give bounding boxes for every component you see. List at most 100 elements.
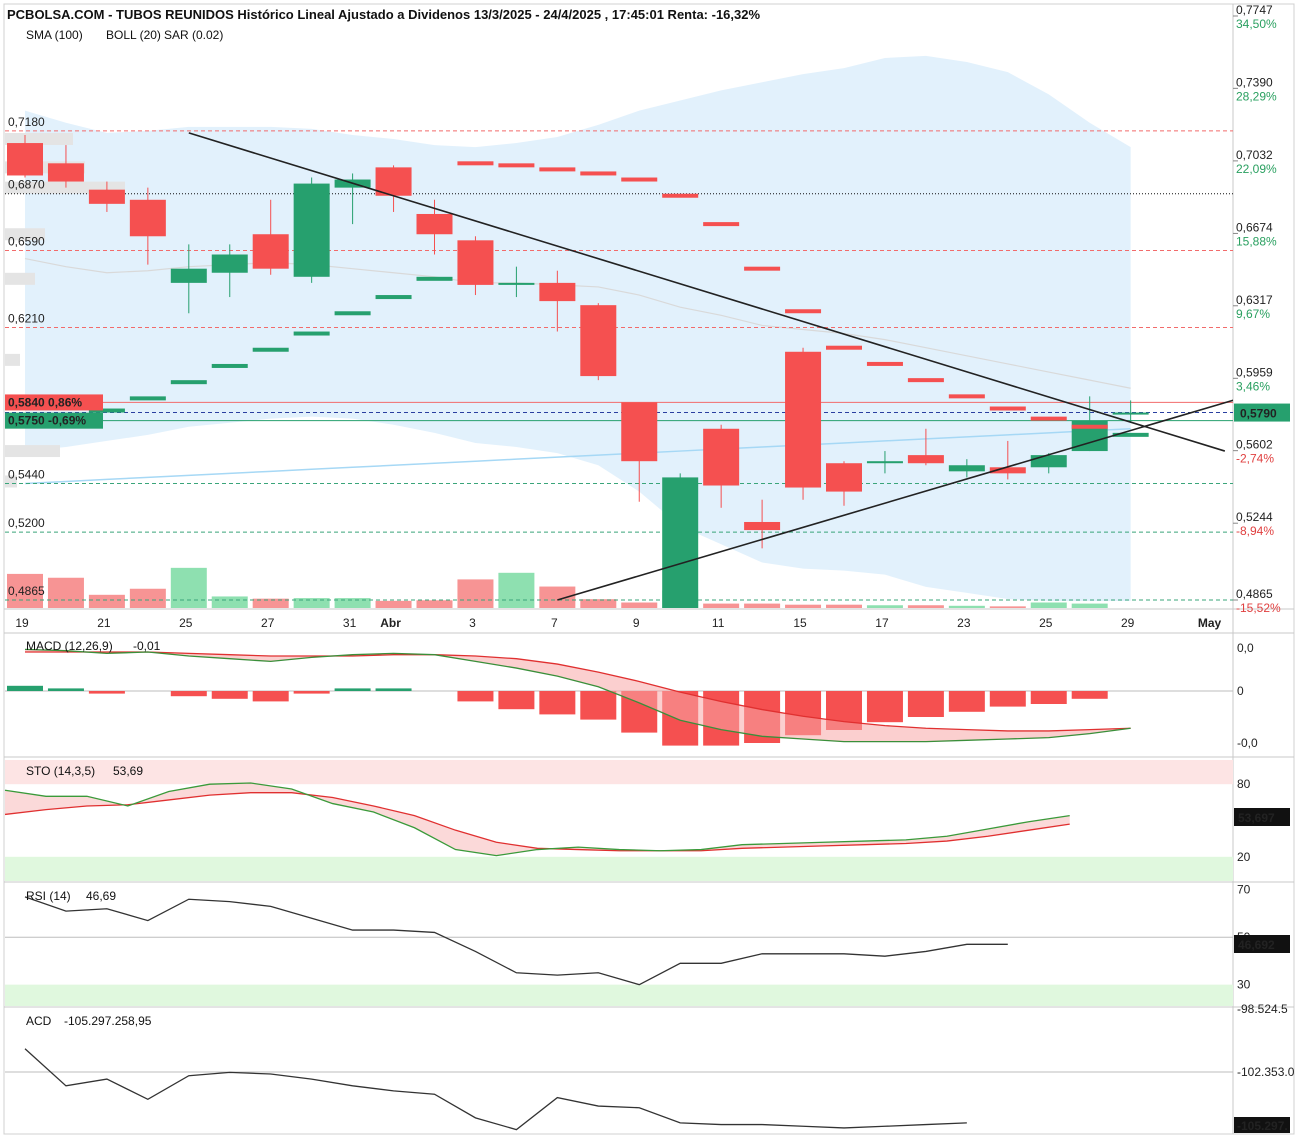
chart-title: PCBOLSA.COM - TUBOS REUNIDOS Histórico L…	[7, 7, 760, 22]
macd-histogram-bar	[457, 691, 494, 702]
legend-sar[interactable]: SAR (0.02)	[164, 28, 223, 42]
volume-bar	[47, 577, 84, 608]
candle[interactable]	[129, 187, 166, 265]
candle[interactable]	[498, 266, 535, 298]
x-tick-label: 7	[551, 616, 558, 630]
y-tick-label: 0,5959	[1236, 365, 1273, 379]
level-label: 0,6870	[8, 178, 45, 192]
sto-label: STO (14,3,5)	[26, 764, 95, 778]
volume-bar	[457, 579, 494, 608]
sar-mark	[252, 347, 289, 352]
low-tag-label: 0,5750 -0,69%	[8, 414, 86, 428]
volume-bar	[1071, 603, 1108, 608]
macd-histogram-bar	[1030, 691, 1067, 704]
sar-mark	[457, 161, 494, 166]
price-panel	[5, 55, 1299, 621]
legend-boll[interactable]: BOLL (20)	[106, 28, 161, 42]
candle-body	[948, 465, 985, 472]
macd-histogram-bar	[293, 691, 330, 694]
candle-body	[129, 199, 166, 237]
macd-line	[24, 648, 1131, 743]
candle-body	[1030, 455, 1067, 468]
macd-histogram-bar	[989, 691, 1026, 707]
x-tick-label: 23	[957, 616, 971, 630]
volume-profile-bar	[5, 475, 17, 488]
candle[interactable]	[170, 244, 207, 314]
candle[interactable]	[47, 145, 84, 188]
acd-panel: -98.524.5 -102.353.0 -105.297.	[5, 1002, 1295, 1133]
level-label: 0,6210	[8, 311, 45, 325]
candle-body	[88, 189, 125, 204]
x-tick-label: 21	[97, 616, 111, 630]
acd-y-tick: -102.353.0	[1237, 1065, 1295, 1079]
acd-line	[24, 1048, 967, 1131]
y-tick-label: 0,7747	[1236, 3, 1273, 17]
trendline[interactable]	[557, 370, 1299, 601]
candle[interactable]	[580, 303, 617, 381]
macd-histogram-bar	[907, 691, 944, 717]
macd-histogram-bar	[170, 691, 207, 697]
y-tick-label: 0,5244	[1236, 510, 1273, 524]
volume-bar	[211, 596, 248, 608]
candle[interactable]	[662, 473, 699, 621]
volume-bar	[7, 573, 43, 608]
macd-histogram-bar	[7, 685, 43, 691]
sar-mark	[334, 311, 371, 316]
candle[interactable]	[457, 236, 494, 296]
acd-value: -105.297.258,95	[64, 1014, 152, 1028]
candle-body	[703, 428, 740, 486]
level-label: 0,5440	[8, 467, 45, 481]
candle-body	[744, 521, 781, 531]
candle-body	[252, 234, 289, 269]
candle[interactable]	[621, 402, 658, 502]
candle-body	[580, 305, 617, 377]
sar-mark	[907, 378, 944, 383]
candle[interactable]	[866, 451, 903, 474]
candle[interactable]	[7, 134, 43, 178]
macd-label: MACD (12,26,9)	[26, 639, 113, 653]
candle[interactable]	[375, 165, 412, 212]
acd-y-tick: -98.524.5	[1237, 1002, 1288, 1016]
x-tick-label: 11	[712, 616, 725, 630]
candle[interactable]	[293, 177, 330, 283]
chart-frame	[3, 3, 1295, 1135]
candle[interactable]	[907, 428, 944, 466]
level-label: 0,7180	[8, 115, 45, 129]
candle[interactable]	[989, 440, 1026, 480]
sto-oversold-zone	[5, 856, 1233, 881]
trendline[interactable]	[188, 132, 1226, 452]
x-tick-label: 15	[793, 616, 807, 630]
sto-y-tick: 80	[1237, 777, 1251, 791]
candle[interactable]	[826, 461, 862, 506]
macd-y-tick: 0	[1237, 684, 1244, 698]
candle[interactable]	[539, 270, 576, 332]
sto-current-label: 53,697	[1238, 811, 1275, 825]
volume-bar	[1030, 602, 1067, 608]
macd-y-tick: -0,0	[1237, 736, 1258, 750]
x-tick-label: May	[1198, 616, 1222, 630]
candle[interactable]	[703, 424, 740, 508]
x-tick-label: 27	[261, 616, 275, 630]
sar-mark	[826, 345, 862, 350]
candle[interactable]	[948, 459, 985, 478]
sar-mark	[170, 380, 207, 385]
candle[interactable]	[211, 244, 248, 298]
legend-sma[interactable]: SMA (100)	[26, 28, 83, 42]
volume-profile-bar	[5, 353, 20, 366]
sar-mark	[416, 276, 453, 281]
sar-mark	[1030, 416, 1067, 421]
candle[interactable]	[785, 347, 822, 500]
low-tag	[5, 412, 103, 429]
candle[interactable]	[1112, 400, 1149, 423]
candle-body	[47, 163, 84, 182]
volume-bar	[539, 586, 576, 608]
sto-k-line	[4, 782, 1070, 857]
bollinger-mid-line	[24, 257, 1131, 389]
macd-panel: 0,0 0 -0,0	[5, 641, 1258, 750]
volume-bar	[498, 572, 535, 608]
sar-mark	[703, 222, 740, 227]
volume-bar	[416, 600, 453, 608]
candle[interactable]	[252, 199, 289, 275]
candle[interactable]	[88, 181, 125, 212]
macd-histogram-bar	[866, 691, 903, 723]
